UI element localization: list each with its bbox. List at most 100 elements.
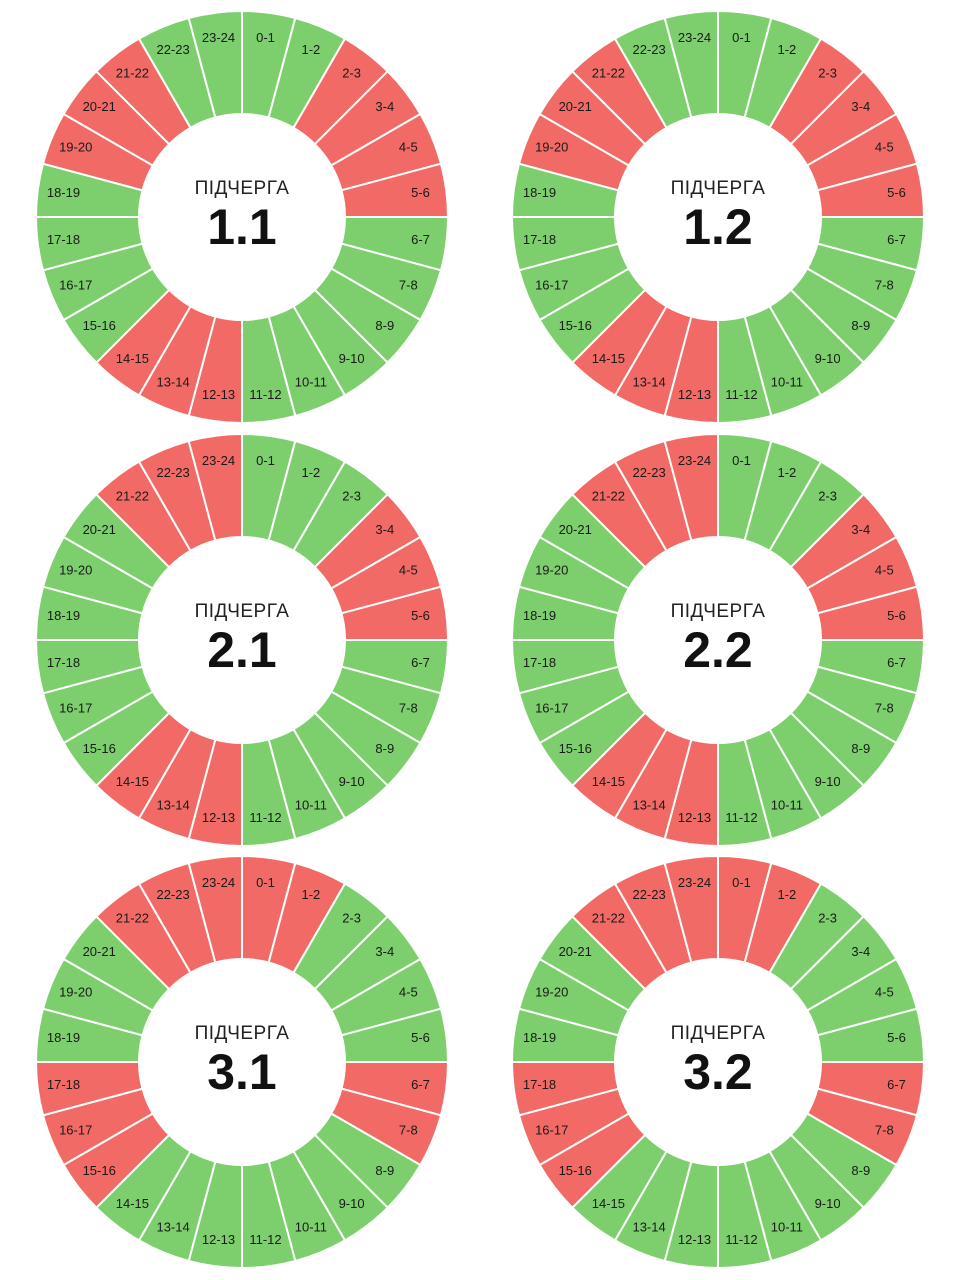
subqueue-caption: ПІДЧЕРГА bbox=[195, 1023, 290, 1044]
hour-label-21-22: 21-22 bbox=[116, 911, 149, 926]
subqueue-number: 2.1 bbox=[207, 622, 277, 678]
hour-label-12-13: 12-13 bbox=[202, 387, 235, 402]
hour-label-9-10: 9-10 bbox=[815, 351, 841, 366]
hour-label-6-7: 6-7 bbox=[411, 232, 430, 247]
hour-segment-23-24 bbox=[187, 9, 243, 119]
hour-label-19-20: 19-20 bbox=[59, 563, 92, 578]
schedule-wheel-2-1: 0-1 1-2 2-3 3-4 4-5 5-6 6-7 7-8 8-9 9-10 10-11 11-1… bbox=[34, 432, 450, 848]
hour-label-0-1: 0-1 bbox=[732, 453, 751, 468]
hour-label-8-9: 8-9 bbox=[375, 741, 394, 756]
hour-label-5-6: 5-6 bbox=[411, 1030, 430, 1045]
hour-label-20-21: 20-21 bbox=[559, 944, 592, 959]
hour-label-23-24: 23-24 bbox=[678, 30, 711, 45]
hour-label-7-8: 7-8 bbox=[399, 1122, 418, 1137]
hour-label-15-16: 15-16 bbox=[83, 1163, 116, 1178]
hour-label-16-17: 16-17 bbox=[59, 277, 92, 292]
hour-label-20-21: 20-21 bbox=[83, 944, 116, 959]
hour-label-12-13: 12-13 bbox=[202, 1232, 235, 1247]
hour-label-11-12: 11-12 bbox=[725, 810, 757, 825]
hour-label-2-3: 2-3 bbox=[818, 911, 837, 926]
hour-label-2-3: 2-3 bbox=[342, 66, 361, 81]
hour-label-6-7: 6-7 bbox=[411, 1077, 430, 1092]
hour-label-3-4: 3-4 bbox=[851, 522, 870, 537]
hour-label-5-6: 5-6 bbox=[887, 1030, 906, 1045]
hour-label-4-5: 4-5 bbox=[399, 985, 418, 1000]
hour-label-8-9: 8-9 bbox=[375, 1163, 394, 1178]
hour-label-13-14: 13-14 bbox=[156, 1220, 189, 1235]
hour-label-6-7: 6-7 bbox=[887, 232, 906, 247]
hour-label-23-24: 23-24 bbox=[678, 875, 711, 890]
hour-label-22-23: 22-23 bbox=[632, 42, 665, 57]
hour-label-1-2: 1-2 bbox=[302, 465, 321, 480]
hour-label-17-18: 17-18 bbox=[47, 1077, 80, 1092]
hour-label-16-17: 16-17 bbox=[535, 700, 568, 715]
hour-label-17-18: 17-18 bbox=[523, 232, 556, 247]
hour-label-23-24: 23-24 bbox=[202, 453, 235, 468]
subqueue-number: 1.2 bbox=[683, 199, 753, 255]
subqueue-caption: ПІДЧЕРГА bbox=[671, 178, 766, 199]
schedule-wheel-3-1: 0-1 1-2 2-3 3-4 4-5 5-6 6-7 7-8 8-9 9-10 10-11 11-1… bbox=[34, 854, 450, 1270]
subqueue-caption: ПІДЧЕРГА bbox=[671, 1023, 766, 1044]
hour-segment-23-24 bbox=[187, 432, 243, 542]
hour-label-22-23: 22-23 bbox=[156, 887, 189, 902]
hour-label-3-4: 3-4 bbox=[375, 944, 394, 959]
subqueue-caption: ПІДЧЕРГА bbox=[671, 601, 766, 622]
hour-label-12-13: 12-13 bbox=[202, 810, 235, 825]
hour-label-12-13: 12-13 bbox=[678, 387, 711, 402]
hour-label-5-6: 5-6 bbox=[887, 185, 906, 200]
hour-label-4-5: 4-5 bbox=[875, 140, 894, 155]
hour-label-23-24: 23-24 bbox=[678, 453, 711, 468]
hour-label-11-12: 11-12 bbox=[249, 1232, 281, 1247]
hour-label-14-15: 14-15 bbox=[116, 774, 149, 789]
hour-label-17-18: 17-18 bbox=[47, 655, 80, 670]
hour-label-8-9: 8-9 bbox=[851, 741, 870, 756]
hour-label-19-20: 19-20 bbox=[59, 140, 92, 155]
schedule-wheel-1-1: 0-1 1-2 2-3 3-4 4-5 5-6 6-7 7-8 8-9 9-10 10-11 11-1… bbox=[34, 9, 450, 425]
hour-label-2-3: 2-3 bbox=[342, 489, 361, 504]
schedule-wheel-2-2: 0-1 1-2 2-3 3-4 4-5 5-6 6-7 7-8 8-9 9-10 10-11 11-1… bbox=[510, 432, 926, 848]
hour-label-9-10: 9-10 bbox=[339, 774, 365, 789]
hour-label-20-21: 20-21 bbox=[83, 522, 116, 537]
hour-label-7-8: 7-8 bbox=[399, 700, 418, 715]
hour-label-11-12: 11-12 bbox=[249, 387, 281, 402]
hour-segment-23-24 bbox=[663, 9, 719, 119]
hour-label-6-7: 6-7 bbox=[887, 1077, 906, 1092]
hour-segment-23-24 bbox=[187, 854, 243, 964]
hour-label-2-3: 2-3 bbox=[818, 66, 837, 81]
hour-label-19-20: 19-20 bbox=[535, 563, 568, 578]
hour-label-17-18: 17-18 bbox=[523, 1077, 556, 1092]
hour-label-2-3: 2-3 bbox=[818, 489, 837, 504]
hour-label-0-1: 0-1 bbox=[256, 875, 275, 890]
hour-label-23-24: 23-24 bbox=[202, 875, 235, 890]
hour-label-16-17: 16-17 bbox=[59, 700, 92, 715]
hour-label-6-7: 6-7 bbox=[411, 655, 430, 670]
hour-label-19-20: 19-20 bbox=[59, 985, 92, 1000]
hour-label-22-23: 22-23 bbox=[156, 465, 189, 480]
hour-label-20-21: 20-21 bbox=[83, 99, 116, 114]
hour-label-12-13: 12-13 bbox=[678, 810, 711, 825]
hour-label-18-19: 18-19 bbox=[523, 185, 556, 200]
hour-label-9-10: 9-10 bbox=[815, 1196, 841, 1211]
hour-label-5-6: 5-6 bbox=[887, 608, 906, 623]
hour-label-11-12: 11-12 bbox=[725, 1232, 757, 1247]
hour-label-8-9: 8-9 bbox=[851, 318, 870, 333]
hour-label-16-17: 16-17 bbox=[59, 1122, 92, 1137]
hour-label-13-14: 13-14 bbox=[632, 1220, 665, 1235]
hour-segment-23-24 bbox=[663, 432, 719, 542]
hour-label-3-4: 3-4 bbox=[851, 99, 870, 114]
hour-label-10-11: 10-11 bbox=[295, 798, 327, 813]
subqueue-caption: ПІДЧЕРГА bbox=[195, 178, 290, 199]
hour-label-17-18: 17-18 bbox=[523, 655, 556, 670]
hour-label-1-2: 1-2 bbox=[778, 42, 797, 57]
hour-label-21-22: 21-22 bbox=[116, 489, 149, 504]
schedule-wheel-1-2: 0-1 1-2 2-3 3-4 4-5 5-6 6-7 7-8 8-9 9-10 10-11 11-1… bbox=[510, 9, 926, 425]
hour-label-0-1: 0-1 bbox=[732, 30, 751, 45]
subqueue-number: 3.2 bbox=[683, 1044, 753, 1100]
hour-label-10-11: 10-11 bbox=[295, 375, 327, 390]
hour-label-10-11: 10-11 bbox=[771, 375, 803, 390]
hour-label-14-15: 14-15 bbox=[592, 351, 625, 366]
hour-label-15-16: 15-16 bbox=[83, 741, 116, 756]
hour-label-10-11: 10-11 bbox=[295, 1220, 327, 1235]
hour-label-13-14: 13-14 bbox=[156, 798, 189, 813]
hour-label-7-8: 7-8 bbox=[875, 700, 894, 715]
